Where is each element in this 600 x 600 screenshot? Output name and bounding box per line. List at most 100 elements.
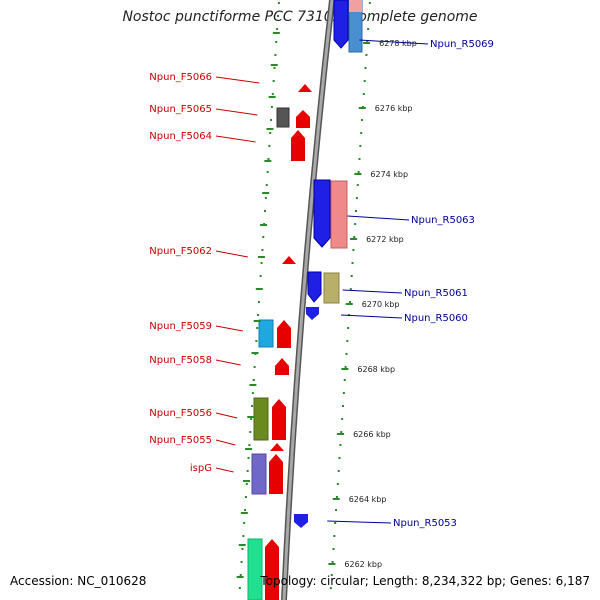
track-dot	[337, 470, 340, 472]
kbp-tick-label: 6266 kbp	[353, 430, 391, 439]
kbp-tick-mark	[328, 563, 336, 565]
track-dot	[255, 340, 258, 342]
track-dot	[267, 158, 270, 160]
kbp-tick-mark	[354, 173, 362, 175]
track-dot	[345, 353, 348, 355]
feature-ispg[interactable]	[251, 453, 283, 495]
gene-label-leader	[215, 439, 236, 446]
track-dot	[355, 210, 357, 212]
feature-npun-r5061[interactable]	[307, 271, 340, 304]
track-dot	[355, 197, 358, 199]
gene-label-left[interactable]: ispG	[190, 463, 212, 474]
track-dot	[352, 249, 355, 251]
feature-npun-f5062[interactable]	[282, 256, 296, 264]
gene-label-right[interactable]: Npun_R5063	[411, 215, 475, 226]
feature-npun-f5066[interactable]	[298, 84, 312, 92]
gene-label-left[interactable]: Npun_F5064	[149, 131, 212, 142]
track-dot	[275, 41, 278, 43]
gene-label-right[interactable]: Npun_R5061	[404, 288, 468, 299]
gene-label-right[interactable]: Npun_R5069	[430, 39, 494, 50]
track-dot	[268, 145, 271, 147]
feature-npun-f5055[interactable]	[270, 443, 284, 451]
gene-label-left[interactable]: Npun_F5066	[149, 72, 212, 83]
track-dot	[344, 366, 347, 368]
feature-bottom-pair[interactable]	[247, 538, 279, 600]
kbp-tick-mark	[363, 42, 371, 44]
track-dot	[240, 561, 243, 563]
map-title: Nostoc punctiforme PCC 73102, complete g…	[122, 9, 478, 25]
track-dot	[365, 54, 368, 56]
track-dot	[271, 93, 274, 95]
gene-label-left[interactable]: Npun_F5058	[149, 355, 212, 366]
kbp-tick-label: 6278 kbp	[379, 39, 417, 48]
gene-label-leader	[215, 135, 256, 143]
track-dot	[270, 106, 273, 108]
track-dot	[335, 496, 338, 498]
feature-npun-f5056[interactable]	[253, 397, 286, 441]
track-dot	[277, 2, 280, 4]
gene-label-leader	[342, 289, 403, 294]
kbp-tick-label: 6264 kbp	[349, 495, 387, 504]
kbp-tick-label: 6262 kbp	[344, 560, 382, 569]
track-dash	[236, 576, 244, 578]
gene-label-left[interactable]: Npun_F5056	[149, 408, 212, 419]
track-dot	[354, 223, 357, 225]
kbp-tick-mark	[332, 498, 340, 500]
track-dot	[243, 522, 246, 524]
gene-label-leader	[327, 520, 392, 524]
track-dot	[368, 15, 370, 17]
track-dot	[251, 405, 253, 407]
feature-npun-r5063[interactable]	[313, 179, 348, 249]
track-dot	[336, 483, 339, 485]
kbp-tick-mark	[337, 433, 345, 435]
track-dot	[334, 522, 337, 524]
track-dot	[239, 574, 242, 576]
track-dot	[340, 431, 343, 433]
summary-text: Topology: circular; Length: 8,234,322 bp…	[260, 574, 590, 588]
feature-npun-f5059[interactable]	[258, 319, 291, 348]
track-dash	[240, 512, 248, 514]
gene-label-right[interactable]: Npun_R5053	[393, 518, 457, 529]
track-dot	[250, 418, 253, 420]
track-dash	[262, 192, 270, 194]
track-dot	[356, 184, 359, 186]
track-dot	[274, 54, 277, 56]
gene-label-leader	[215, 359, 241, 366]
track-dot	[251, 392, 254, 394]
feature-npun-f5058[interactable]	[275, 358, 289, 375]
kbp-tick-label: 6270 kbp	[362, 300, 400, 309]
track-dot	[247, 457, 250, 459]
track-dot	[338, 457, 341, 459]
track-dot	[331, 561, 334, 563]
gene-label-leader	[347, 215, 410, 221]
track-dot	[349, 288, 352, 290]
track-dot	[266, 171, 269, 173]
track-dot	[248, 444, 251, 446]
left-dotted-track	[236, 2, 280, 589]
track-dot	[361, 119, 364, 121]
track-dash	[238, 544, 246, 546]
gene-label-left[interactable]: Npun_F5059	[149, 321, 212, 332]
track-dot	[257, 314, 260, 316]
feature-npun-r5069[interactable]	[333, 0, 363, 53]
accession-text: Accession: NC_010628	[10, 574, 147, 588]
gene-label-leader	[215, 250, 248, 258]
feature-npun-f5064[interactable]	[291, 130, 305, 161]
track-dash	[268, 96, 276, 98]
track-dash	[257, 256, 265, 258]
track-dot	[360, 132, 363, 134]
track-dot	[253, 366, 256, 368]
feature-npun-f5065[interactable]	[276, 107, 310, 128]
track-dot	[368, 2, 371, 4]
track-dash	[243, 480, 250, 482]
gene-label-leader	[215, 108, 258, 116]
gene-label-left[interactable]: Npun_F5065	[149, 104, 212, 115]
track-dot	[353, 236, 356, 238]
feature-npun-r5060[interactable]	[306, 307, 319, 320]
track-dot	[249, 431, 252, 433]
feature-npun-r5053[interactable]	[294, 514, 308, 528]
gene-label-left[interactable]: Npun_F5055	[149, 435, 212, 446]
track-dot	[241, 548, 244, 550]
gene-label-right[interactable]: Npun_R5060	[404, 313, 468, 324]
gene-label-left[interactable]: Npun_F5062	[149, 246, 212, 257]
